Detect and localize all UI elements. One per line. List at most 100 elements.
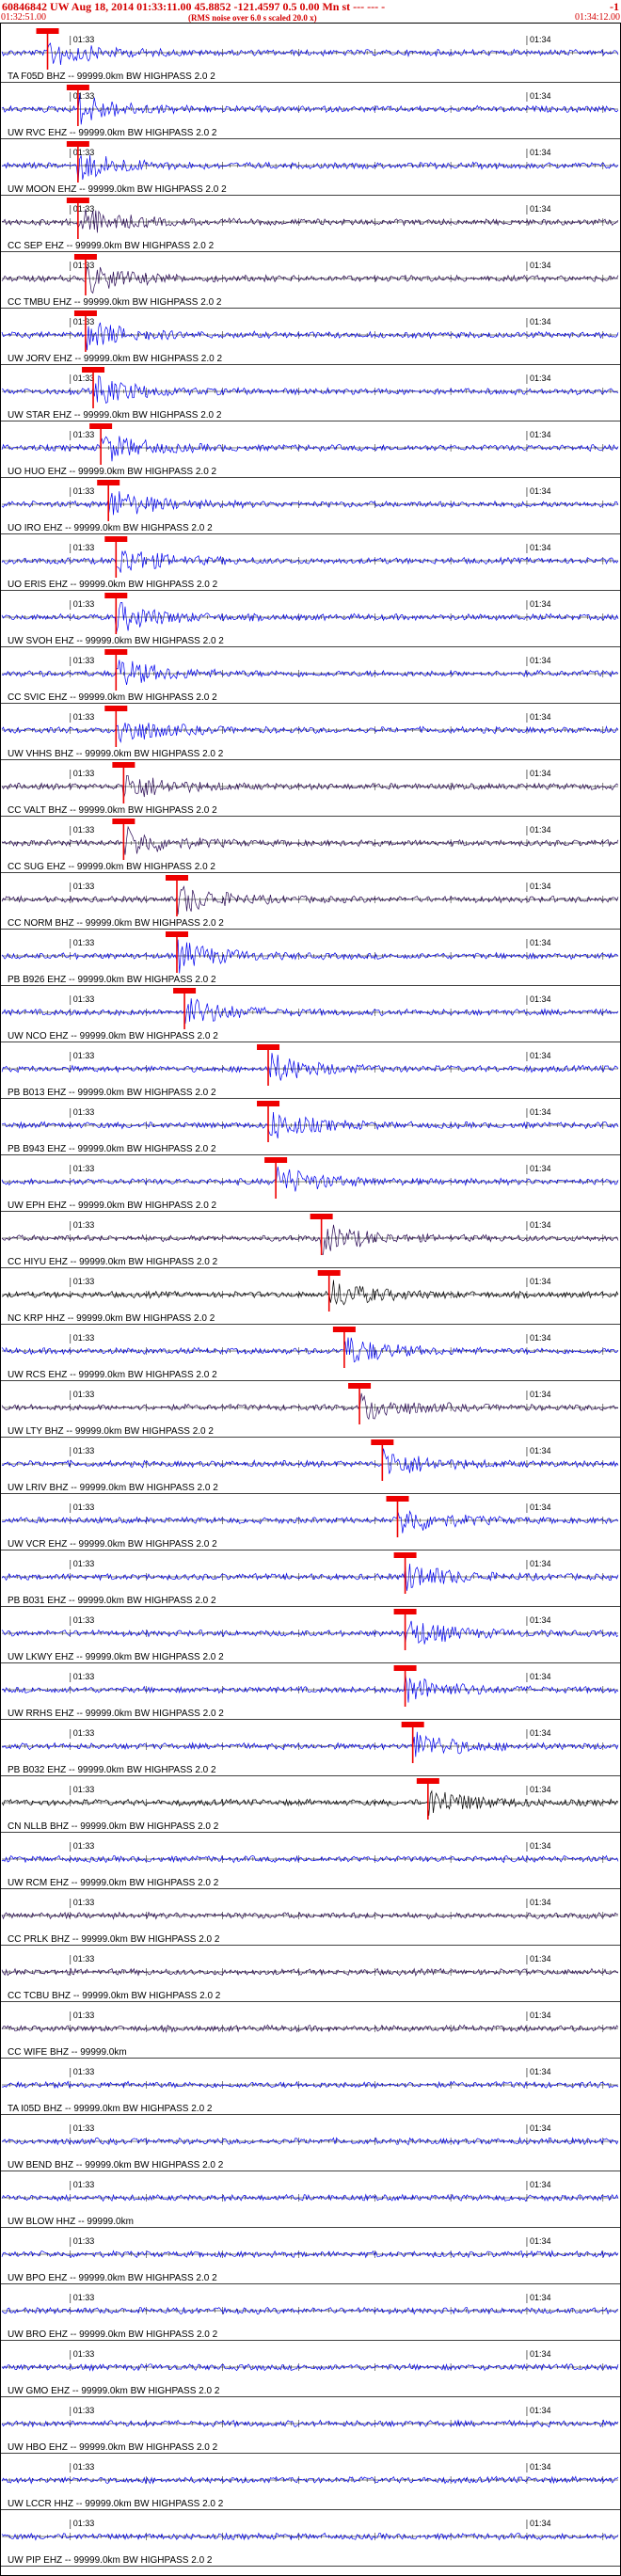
pick-flag: [104, 706, 128, 711]
seismic-trace: [1, 660, 619, 685]
station-row: 01:33 01:34 CC WIFE BHZ -- 99999.0km: [0, 2011, 621, 2059]
station-label: UW GMO EHZ -- 99999.0km BW HIGHPASS 2.0 …: [8, 2386, 220, 2396]
station-row: 01:33 01:34 PB B032 EHZ -- 99999.0km BW HI…: [0, 1722, 621, 1776]
pick-flag: [393, 1609, 417, 1614]
seismic-trace: [1, 1911, 619, 1920]
station-label: CC SEP EHZ -- 99999.0km BW HIGHPASS 2.0 …: [8, 241, 215, 251]
station-label: CC PRLK BHZ -- 99999.0km BW HIGHPASS 2.0…: [8, 1934, 220, 1945]
seismic-trace: [1, 93, 619, 125]
minute-tick-label: 01:34: [530, 1559, 551, 1568]
seismic-trace: [1, 1563, 619, 1591]
seismic-trace: [1, 1854, 619, 1864]
station-label: UW PIP EHZ -- 99999.0km BW HIGHPASS 2.0 …: [8, 2555, 213, 2566]
station-label: UW MOON EHZ -- 99999.0km BW HIGHPASS 2.0…: [8, 184, 227, 195]
minute-tick-label: 01:33: [73, 769, 95, 778]
minute-tick-label: 01:33: [73, 1446, 95, 1455]
station-label: UW LCCR HHZ -- 99999.0km BW HIGHPASS 2.0…: [8, 2499, 224, 2509]
seismic-trace: [1, 1509, 619, 1534]
minute-tick-label: 01:34: [530, 1446, 551, 1455]
minute-tick-label: 01:33: [73, 599, 95, 609]
station-label: UO ERIS EHZ -- 99999.0km BW HIGHPASS 2.0…: [8, 580, 218, 590]
minute-tick-label: 01:33: [73, 91, 95, 101]
pick-flag: [112, 819, 135, 824]
minute-tick-label: 01:33: [73, 543, 95, 552]
station-row: 01:33 01:34 UW SVOH EHZ -- 99999.0km BW HI…: [0, 593, 621, 647]
minute-tick-label: 01:34: [530, 1333, 551, 1343]
seismic-trace: [1, 154, 619, 183]
seismic-trace: [1, 1224, 619, 1255]
station-row: 01:33 01:34 CC VALT BHZ -- 99999.0km BW HI…: [0, 762, 621, 817]
pick-flag: [257, 1044, 280, 1050]
pick-flag: [66, 85, 89, 90]
minute-tick-label: 01:34: [530, 1164, 551, 1173]
minute-tick-label: 01:34: [530, 938, 551, 947]
seismic-trace: [1, 549, 619, 573]
station-label: UW RCM EHZ -- 99999.0km BW HIGHPASS 2.0 …: [8, 1878, 219, 1888]
minute-tick-label: 01:33: [73, 1954, 95, 1964]
station-row: 01:33 01:34 UW EPH EHZ -- 99999.0km BW HIG…: [0, 1157, 621, 1212]
station-row: 01:33 01:34 UW BRO EHZ -- 99999.0km BW HIG…: [0, 2293, 621, 2341]
station-label: CC SUG EHZ -- 99999.0km BW HIGHPASS 2.0 …: [8, 862, 215, 872]
minute-tick-label: 01:34: [530, 1785, 551, 1794]
pick-flag: [66, 141, 89, 147]
station-row: 01:33 01:34 UW JORV EHZ -- 99999.0km BW HI…: [0, 310, 621, 365]
station-row: 01:33 01:34 CC SVIC EHZ -- 99999.0km BW HI…: [0, 649, 621, 704]
seismic-trace: [1, 885, 619, 915]
pick-flag: [112, 762, 135, 768]
minute-tick-label: 01:34: [530, 317, 551, 326]
minute-tick-label: 01:33: [73, 2293, 95, 2302]
minute-tick-label: 01:34: [530, 2462, 551, 2472]
pick-flag: [371, 1439, 394, 1445]
seismic-trace: [1, 265, 619, 294]
minute-tick-label: 01:34: [530, 1615, 551, 1625]
station-label: UW RRHS EHZ -- 99999.0km BW HIGHPASS 2.0…: [8, 1709, 224, 1719]
station-label: CC NORM BHZ -- 99999.0km BW HIGHPASS 2.0…: [8, 918, 224, 929]
station-label: UW BPO EHZ -- 99999.0km BW HIGHPASS 2.0 …: [8, 2273, 217, 2283]
seismic-trace: [1, 2532, 619, 2541]
minute-tick-label: 01:33: [73, 430, 95, 439]
minute-tick-label: 01:33: [73, 1107, 95, 1117]
minute-tick-label: 01:33: [73, 1333, 95, 1343]
station-label: UW SVOH EHZ -- 99999.0km BW HIGHPASS 2.0…: [8, 636, 224, 646]
seismic-trace: [1, 774, 619, 799]
seismic-trace: [1, 2193, 619, 2202]
minute-tick-label: 01:34: [530, 1672, 551, 1681]
station-row: 01:33 01:34 CN NLLB BHZ -- 99999.0km BW HI…: [0, 1778, 621, 1833]
station-row: 01:33 01:34 TA F05D BHZ -- 99999.0km BW HI…: [0, 28, 621, 83]
minute-tick-label: 01:34: [530, 1051, 551, 1060]
station-row: 01:33 01:34 UW GMO EHZ -- 99999.0km BW HIG…: [0, 2349, 621, 2397]
station-row: 01:33 01:34 UW RCS EHZ -- 99999.0km BW HIG…: [0, 1327, 621, 1381]
minute-tick-label: 01:33: [73, 1615, 95, 1625]
station-row: 01:33 01:34 UW LTY BHZ -- 99999.0km BW HIG…: [0, 1383, 621, 1438]
station-label: UW VCR EHZ -- 99999.0km BW HIGHPASS 2.0 …: [8, 1539, 217, 1550]
station-row: 01:33 01:34 UW BEND BHZ -- 99999.0km BW HI…: [0, 2123, 621, 2171]
station-label: CC SVIC EHZ -- 99999.0km BW HIGHPASS 2.0…: [8, 692, 217, 703]
pick-flag: [66, 198, 89, 203]
pick-flag: [89, 423, 113, 429]
station-label: UW HBO EHZ -- 99999.0km BW HIGHPASS 2.0 …: [8, 2442, 218, 2453]
station-row: 01:33 01:34 UW VCR EHZ -- 99999.0km BW HIG…: [0, 1496, 621, 1550]
minute-tick-label: 01:33: [73, 2123, 95, 2133]
station-label: UW BEND BHZ -- 99999.0km BW HIGHPASS 2.0…: [8, 2160, 224, 2171]
station-row: 01:33 01:34 UO ERIS EHZ -- 99999.0km BW HI…: [0, 536, 621, 591]
station-label: PB B943 EHZ -- 99999.0km BW HIGHPASS 2.0…: [8, 1144, 216, 1154]
minute-tick-label: 01:34: [530, 1728, 551, 1738]
minute-tick-label: 01:33: [73, 1277, 95, 1286]
seismic-trace: [1, 42, 619, 66]
minute-tick-label: 01:34: [530, 148, 551, 157]
minute-tick-label: 01:34: [530, 543, 551, 552]
minute-tick-label: 01:33: [73, 2180, 95, 2189]
rms-noise-note: (RMS noise over 6.0 s scaled 20.0 x): [188, 13, 317, 23]
minute-tick-label: 01:34: [530, 1107, 551, 1117]
minute-tick-label: 01:33: [73, 486, 95, 496]
seismic-trace: [1, 491, 619, 516]
station-label: PB B032 EHZ -- 99999.0km BW HIGHPASS 2.0…: [8, 1765, 216, 1775]
station-label: UW RVC EHZ -- 99999.0km BW HIGHPASS 2.0 …: [8, 128, 217, 138]
minute-tick-label: 01:33: [73, 2349, 95, 2359]
minute-tick-label: 01:34: [530, 2349, 551, 2359]
pick-flag: [82, 367, 105, 373]
station-label: UW RCS EHZ -- 99999.0km BW HIGHPASS 2.0 …: [8, 1370, 217, 1380]
station-label: UW BLOW HHZ -- 99999.0km: [8, 2217, 134, 2227]
station-label: PB B926 EHZ -- 99999.0km BW HIGHPASS 2.0…: [8, 975, 216, 985]
pick-flag: [36, 28, 59, 34]
